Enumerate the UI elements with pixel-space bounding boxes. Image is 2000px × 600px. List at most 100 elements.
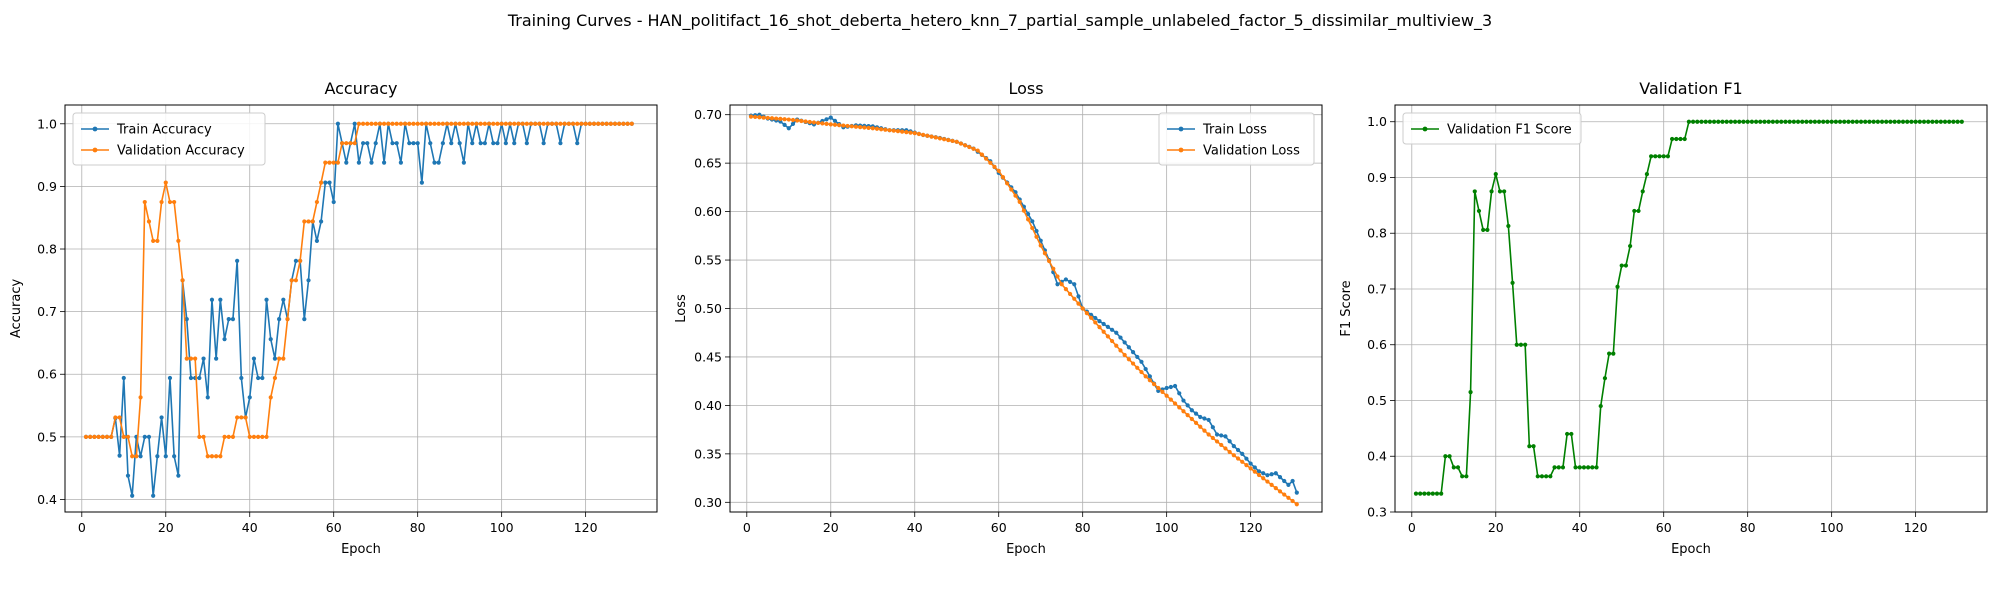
data-point-train-accuracy	[524, 141, 529, 146]
data-point-train-loss	[1139, 359, 1144, 364]
data-point-validation-f1-score	[1774, 119, 1780, 124]
data-point-train-loss	[1219, 433, 1224, 438]
validation-f1-x-tick-label: 80	[1740, 520, 1756, 535]
validation-f1-y-tick-label: 0.4	[1367, 449, 1387, 464]
loss-x-tick-label: 120	[1239, 520, 1263, 535]
data-point-validation-loss	[895, 129, 901, 134]
data-point-validation-loss	[874, 126, 880, 131]
data-point-validation-f1-score	[1426, 491, 1431, 496]
data-point-validation-accuracy	[352, 141, 357, 146]
data-point-validation-f1-score	[1468, 390, 1473, 395]
data-point-validation-loss	[1055, 274, 1060, 279]
data-point-validation-loss	[1130, 361, 1136, 366]
data-point-validation-accuracy	[285, 317, 290, 322]
data-point-validation-f1-score	[1842, 119, 1847, 124]
data-point-validation-accuracy	[109, 434, 114, 439]
data-point-train-accuracy	[130, 493, 135, 498]
data-point-validation-loss	[799, 118, 804, 124]
data-point-train-accuracy	[381, 160, 387, 165]
data-point-validation-accuracy	[386, 121, 391, 126]
data-point-train-accuracy	[251, 356, 257, 361]
data-point-validation-loss	[1269, 482, 1274, 487]
data-point-validation-f1-score	[1615, 284, 1620, 289]
data-point-validation-loss	[1256, 472, 1262, 478]
validation-f1-axes-frame	[1394, 104, 1988, 513]
validation-f1-x-tick-label: 60	[1656, 520, 1672, 535]
accuracy-x-tick-label: 40	[242, 520, 258, 535]
data-point-validation-accuracy	[453, 121, 458, 126]
data-point-validation-loss	[820, 121, 825, 126]
loss-y-tick-label: 0.30	[694, 495, 722, 510]
data-point-validation-loss	[1072, 296, 1077, 301]
data-point-train-loss	[1067, 279, 1073, 284]
data-point-train-loss	[1227, 439, 1232, 444]
data-point-validation-loss	[765, 115, 770, 121]
data-point-validation-accuracy	[176, 238, 181, 243]
legend-label-train-loss: Train Loss	[1202, 123, 1267, 138]
data-point-validation-accuracy	[251, 434, 257, 439]
data-point-validation-loss	[975, 148, 980, 153]
data-point-validation-accuracy	[193, 356, 198, 361]
data-point-train-accuracy	[436, 160, 441, 165]
data-point-validation-loss	[1034, 234, 1039, 239]
data-point-validation-f1-score	[1833, 119, 1838, 124]
data-point-validation-accuracy	[88, 434, 93, 439]
data-point-validation-loss	[1210, 435, 1215, 441]
data-point-validation-accuracy	[188, 356, 194, 361]
data-point-validation-loss	[1139, 369, 1144, 375]
data-point-validation-loss	[1273, 486, 1278, 491]
data-point-validation-loss	[1038, 243, 1043, 248]
data-point-validation-accuracy	[407, 121, 412, 126]
data-point-train-accuracy	[167, 375, 173, 381]
data-point-train-loss	[1273, 471, 1278, 476]
accuracy-axes-frame	[64, 104, 658, 513]
validation-f1-x-tick-label: 20	[1488, 520, 1504, 535]
validation-f1-chart-legend: Validation F1 Score	[1402, 112, 1582, 145]
data-point-validation-f1-score	[1451, 465, 1456, 470]
data-point-validation-f1-score	[1770, 119, 1775, 124]
data-point-validation-accuracy	[596, 121, 601, 126]
data-point-validation-accuracy	[201, 434, 206, 439]
data-point-validation-f1-score	[1619, 263, 1624, 268]
validation-f1-y-tick-label: 0.3	[1367, 505, 1387, 520]
data-point-validation-accuracy	[524, 121, 529, 126]
data-point-validation-f1-score	[1821, 119, 1826, 124]
data-point-train-loss	[1198, 414, 1203, 420]
data-point-validation-loss	[1265, 479, 1270, 484]
data-point-validation-f1-score	[1741, 119, 1746, 124]
data-point-train-accuracy	[319, 219, 324, 224]
data-point-validation-f1-score	[1892, 119, 1897, 124]
data-point-train-accuracy	[277, 317, 282, 322]
accuracy-y-tick-label: 0.7	[37, 304, 57, 319]
data-point-validation-loss	[1097, 325, 1102, 330]
data-point-validation-f1-score	[1917, 119, 1922, 124]
data-point-validation-loss	[803, 119, 808, 124]
data-point-validation-accuracy	[113, 415, 118, 420]
data-point-validation-accuracy	[419, 121, 424, 126]
data-point-train-accuracy	[415, 141, 420, 146]
data-point-train-loss	[1097, 319, 1102, 324]
data-point-validation-loss	[879, 127, 884, 132]
accuracy-x-tick-label: 60	[326, 520, 342, 535]
data-point-validation-f1-score	[1711, 119, 1717, 124]
data-point-train-accuracy	[138, 454, 143, 459]
data-point-train-loss	[1122, 340, 1127, 345]
data-point-validation-f1-score	[1737, 119, 1742, 124]
data-point-train-accuracy	[209, 297, 215, 302]
data-point-train-accuracy	[394, 141, 399, 146]
data-point-train-accuracy	[272, 356, 278, 361]
data-point-validation-accuracy	[566, 121, 571, 126]
loss-y-tick-label: 0.70	[694, 107, 722, 122]
data-point-train-accuracy	[575, 141, 580, 146]
data-point-train-accuracy	[176, 473, 181, 478]
data-point-validation-loss	[1185, 413, 1190, 418]
data-point-validation-f1-score	[1871, 119, 1876, 124]
data-point-validation-loss	[774, 116, 779, 121]
data-point-train-loss	[1101, 321, 1106, 327]
data-point-validation-accuracy	[159, 199, 164, 205]
data-point-validation-accuracy	[306, 219, 311, 224]
data-point-train-loss	[1063, 277, 1068, 282]
data-point-validation-accuracy	[100, 434, 105, 439]
data-point-validation-f1-score	[1926, 119, 1931, 124]
data-point-validation-f1-score	[1804, 119, 1809, 124]
